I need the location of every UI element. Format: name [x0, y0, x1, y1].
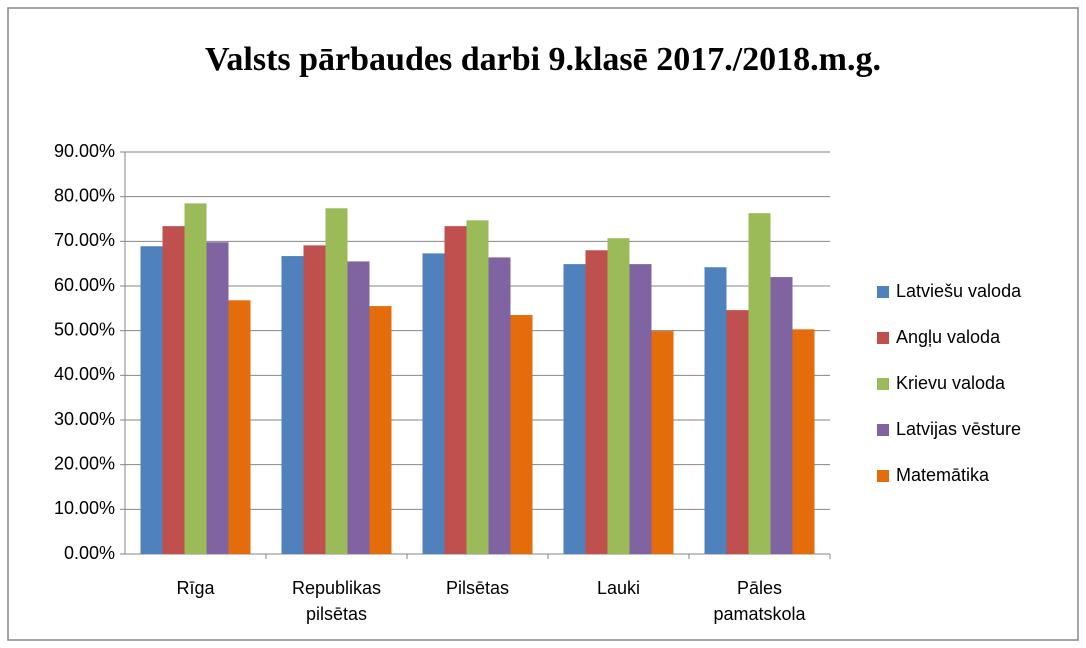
- legend-label: Angļu valoda: [896, 327, 1001, 347]
- bar: [651, 331, 674, 554]
- x-tick-label: Pāles pamatskola: [713, 578, 806, 624]
- y-tick-label: 40.00%: [54, 364, 115, 384]
- y-tick-label: 80.00%: [54, 185, 115, 205]
- legend-label: Latviešu valoda: [896, 281, 1022, 301]
- bar: [206, 242, 229, 554]
- bar: [325, 208, 348, 554]
- legend-swatch: [877, 378, 889, 390]
- bar: [748, 213, 771, 554]
- chart-title: Valsts pārbaudes darbi 9.klasē 2017./201…: [205, 41, 881, 78]
- legend-swatch: [877, 470, 889, 482]
- y-tick-label: 30.00%: [54, 409, 115, 429]
- bar: [510, 315, 533, 554]
- legend-swatch: [877, 286, 889, 298]
- bar: [466, 220, 489, 554]
- x-tick-label: Republikas pilsētas: [291, 578, 382, 624]
- bar: [607, 238, 630, 554]
- y-tick-label: 70.00%: [54, 230, 115, 250]
- y-tick-label: 90.00%: [54, 141, 115, 161]
- bar: [704, 267, 727, 554]
- bar: [488, 257, 511, 554]
- bar: [369, 306, 392, 554]
- legend-label: Matemātika: [896, 465, 990, 485]
- bar: [184, 203, 207, 554]
- y-tick-label: 20.00%: [54, 453, 115, 473]
- bar: [726, 310, 749, 554]
- bar: [140, 246, 163, 554]
- bar: [228, 300, 251, 554]
- bar: [347, 261, 370, 554]
- bar: [303, 245, 326, 554]
- bar: [792, 329, 815, 554]
- legend-label: Latvijas vēsture: [896, 419, 1021, 439]
- y-tick-label: 60.00%: [54, 275, 115, 295]
- bar: [281, 256, 304, 554]
- bar: [563, 264, 586, 554]
- bar: [162, 226, 185, 554]
- x-tick-label: Lauki: [596, 578, 641, 598]
- bar: [770, 277, 793, 554]
- x-tick-label: Rīga: [176, 578, 215, 598]
- bar: [444, 226, 467, 554]
- legend-label: Krievu valoda: [896, 373, 1006, 393]
- legend-swatch: [877, 332, 889, 344]
- y-tick-label: 10.00%: [54, 498, 115, 518]
- y-tick-label: 0.00%: [64, 543, 115, 563]
- bar: [629, 264, 652, 554]
- bar: [422, 253, 445, 555]
- bar: [585, 250, 608, 554]
- y-tick-label: 50.00%: [54, 319, 115, 339]
- legend-swatch: [877, 424, 889, 436]
- x-tick-label: Pilsētas: [445, 578, 510, 598]
